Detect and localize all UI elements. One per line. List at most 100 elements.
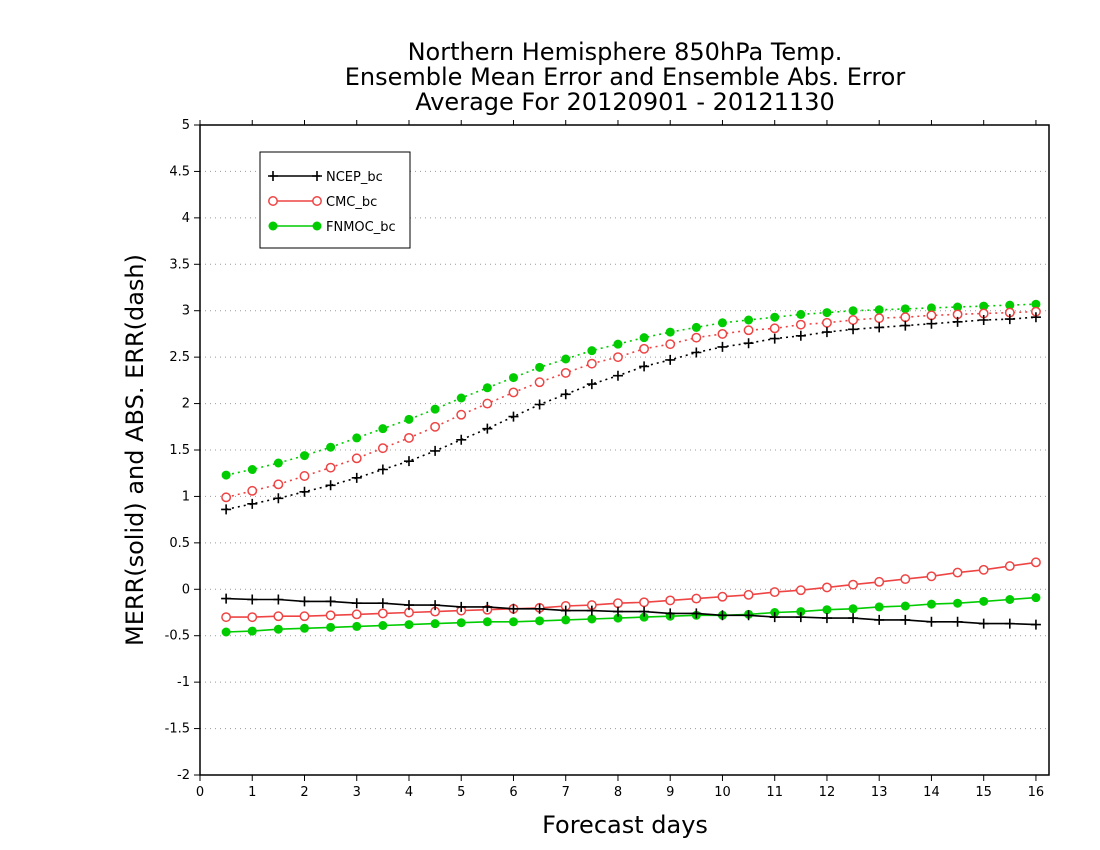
abs-err-point: [221, 470, 231, 480]
merr-point: [665, 608, 676, 619]
merr-point: [587, 614, 597, 624]
abs-err-point: [534, 399, 545, 410]
abs-err-point: [900, 312, 911, 323]
merr-point: [1005, 595, 1015, 604]
y-tick-label: 3.5: [169, 257, 190, 272]
y-tick-label: -1.5: [165, 722, 190, 737]
merr-point: [508, 617, 518, 627]
x-tick-label: 4: [405, 785, 413, 800]
legend-marker: [268, 221, 278, 231]
merr-point: [874, 614, 885, 625]
abs-err-point: [325, 462, 336, 473]
abs-err-point: [1031, 299, 1041, 309]
series-CMC_bc: [221, 306, 1041, 623]
abs-err-point: [299, 486, 310, 497]
abs-err-point: [299, 471, 310, 481]
merr-point: [273, 611, 284, 622]
merr-point: [351, 598, 362, 609]
abs-err-point: [508, 411, 519, 422]
y-tick-label: 4: [182, 211, 190, 226]
abs-err-point: [822, 317, 832, 328]
abs-err-point: [273, 458, 283, 468]
abs-err-point: [247, 485, 258, 496]
x-tick-label: 5: [457, 785, 465, 800]
abs-err-point: [326, 442, 336, 452]
legend-item-CMC_bc: CMC_bc: [268, 195, 377, 210]
abs-err-point: [717, 328, 728, 339]
merr-point: [247, 626, 257, 636]
merr-point: [822, 582, 832, 593]
abs-err-point: [456, 434, 467, 445]
abs-err-point: [482, 383, 492, 393]
legend-item-FNMOC_bc: FNMOC_bc: [268, 220, 396, 235]
merr-point: [482, 601, 493, 612]
x-tick-label: 10: [714, 785, 731, 800]
abs-err-point: [691, 347, 702, 358]
merr-point: [482, 617, 492, 627]
merr-point: [691, 593, 702, 604]
x-tick-label: 14: [923, 785, 940, 800]
abs-err-point: [874, 313, 885, 324]
abs-err-point: [586, 379, 597, 390]
abs-err-point: [482, 398, 493, 409]
abs-err-point: [952, 316, 963, 327]
merr-point: [822, 605, 832, 615]
abs-err-point: [351, 472, 362, 483]
merr-point: [639, 606, 650, 617]
abs-err-point: [587, 346, 597, 356]
abs-err-point: [352, 433, 362, 443]
merr-point: [586, 605, 597, 616]
x-tick-label: 1: [248, 785, 256, 800]
series-NCEP_bc: [221, 312, 1041, 630]
abs-err-point: [351, 453, 362, 464]
legend-marker: [268, 171, 278, 181]
merr-point: [1030, 557, 1041, 568]
merr-point: [979, 596, 989, 606]
merr-point: [900, 614, 911, 625]
merr-point: [403, 600, 414, 611]
legend-item-NCEP_bc: NCEP_bc: [268, 170, 383, 185]
y-tick-label: -2: [177, 768, 190, 783]
abs-err-point: [926, 318, 937, 329]
y-tick-label: -0.5: [165, 629, 190, 644]
abs-err-point: [560, 389, 571, 400]
abs-err-point: [560, 367, 571, 378]
abs-err-line: [225, 310, 1036, 499]
abs-err-point: [403, 456, 414, 467]
legend: NCEP_bc CMC_bc FNMOC_bc: [259, 151, 411, 249]
abs-err-point: [430, 445, 441, 456]
merr-point: [691, 608, 702, 619]
merr-point: [1030, 619, 1041, 630]
merr-point: [639, 612, 649, 622]
abs-err-point: [717, 341, 728, 352]
abs-err-point: [665, 354, 676, 365]
abs-err-point: [665, 339, 676, 350]
abs-err-point: [430, 421, 441, 432]
abs-err-point: [221, 504, 232, 515]
merr-point: [926, 599, 936, 609]
abs-err-point: [639, 361, 650, 372]
series-layer: [221, 299, 1041, 637]
merr-point: [273, 624, 283, 634]
merr-point: [613, 613, 623, 623]
abs-err-point: [273, 493, 284, 504]
x-tick-label: 2: [300, 785, 308, 800]
abs-err-point: [691, 322, 701, 332]
abs-err-point: [822, 308, 832, 318]
merr-point: [874, 576, 885, 587]
merr-point: [299, 596, 310, 607]
abs-err-point: [795, 330, 806, 341]
legend-label: NCEP_bc: [326, 170, 383, 185]
y-tick-label: 0.5: [169, 536, 190, 551]
merr-point: [534, 603, 545, 614]
abs-err-point: [743, 325, 754, 336]
legend-marker: [312, 171, 322, 181]
y-tick-label: 1: [182, 489, 190, 504]
x-tick-label: 11: [766, 785, 783, 800]
abs-err-point: [1030, 312, 1041, 323]
x-tick-label: 15: [975, 785, 992, 800]
chart-title: Northern Hemisphere 850hPa Temp. Ensembl…: [345, 38, 906, 116]
abs-err-point: [247, 498, 258, 509]
merr-point: [1004, 618, 1015, 629]
abs-err-point: [665, 327, 675, 337]
